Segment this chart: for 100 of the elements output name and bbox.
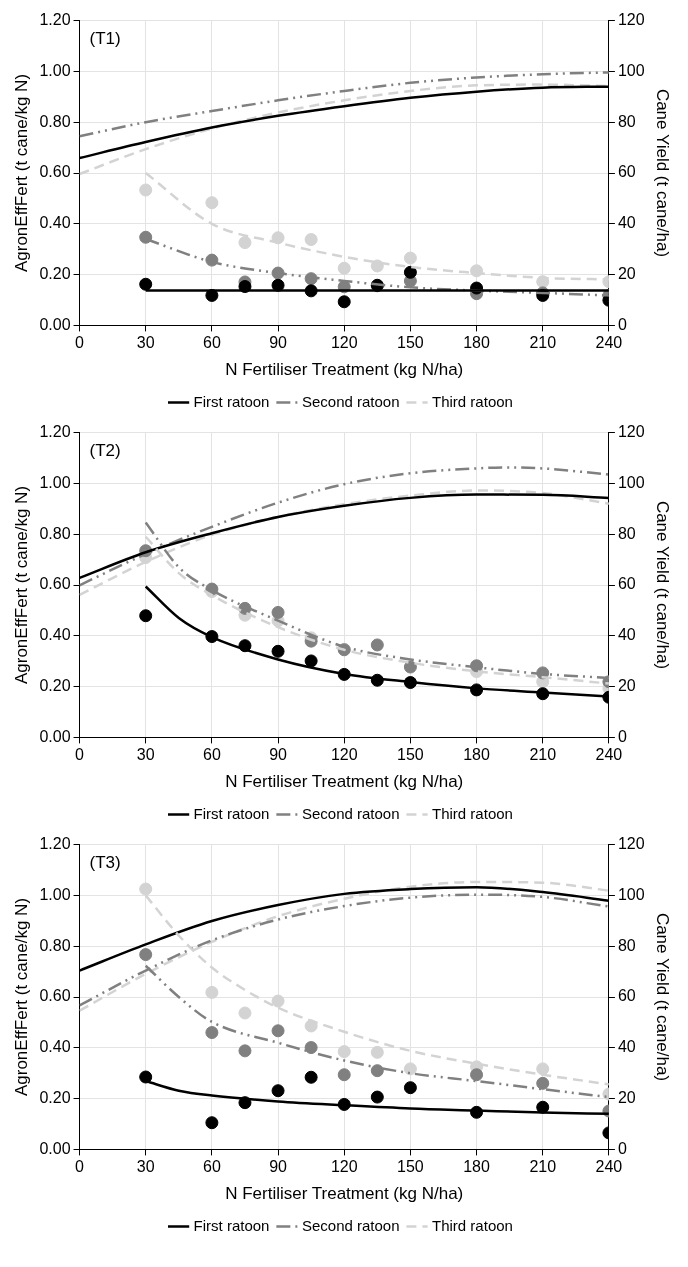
point <box>370 1064 384 1078</box>
x-tick-label: 30 <box>136 334 155 352</box>
y-tick-label: 0.80 <box>39 524 71 542</box>
point <box>139 609 153 623</box>
point <box>205 985 219 999</box>
x-tick-label: 210 <box>529 334 557 352</box>
point <box>304 1070 318 1084</box>
point <box>337 1068 351 1082</box>
y2-tick-label: 40 <box>617 214 636 232</box>
point <box>139 230 153 244</box>
y2-tick-label: 120 <box>617 11 645 29</box>
x-tick-label: 150 <box>397 1158 424 1176</box>
point <box>139 882 153 896</box>
x-tick-label: 60 <box>202 746 221 764</box>
point <box>403 660 417 674</box>
x-tick-label: 240 <box>595 746 623 764</box>
x-tick-label: 120 <box>330 334 358 352</box>
point <box>139 183 153 197</box>
x-axis-title: N Fertiliser Treatment (kg N/ha) <box>225 360 464 380</box>
y2-tick-label: 40 <box>617 1038 636 1056</box>
x-tick-label: 0 <box>75 334 85 352</box>
y2-tick-label: 80 <box>617 936 636 954</box>
x-tick-label: 180 <box>463 746 491 764</box>
point <box>370 1045 384 1059</box>
y2-tick-label: 120 <box>617 423 645 441</box>
point <box>271 994 285 1008</box>
point <box>271 1084 285 1098</box>
x-tick-label: 60 <box>202 334 221 352</box>
x-tick-label: 180 <box>463 334 491 352</box>
y2-tick-label: 0 <box>617 1139 627 1157</box>
point <box>370 259 384 273</box>
x-tick-label: 90 <box>269 746 288 764</box>
point <box>403 1062 417 1076</box>
legend-label: Third ratoon <box>432 392 513 410</box>
y-tick-label: 1.00 <box>39 885 71 903</box>
point <box>139 948 153 962</box>
line-series <box>79 466 609 587</box>
annotation: (T2) <box>89 440 121 460</box>
y-tick-label: 0.80 <box>39 936 71 954</box>
x-tick-label: 0 <box>75 1158 85 1176</box>
y2-tick-label: 120 <box>617 835 645 853</box>
y-tick-label: 1.20 <box>39 835 71 853</box>
point <box>403 1081 417 1095</box>
y-tick-label: 0.60 <box>39 163 71 181</box>
point <box>139 277 153 291</box>
point <box>271 644 285 658</box>
legend-label: Second ratoon <box>301 392 400 410</box>
y-tick-label: 0.00 <box>39 1139 71 1157</box>
y2-tick-label: 60 <box>617 987 636 1005</box>
x-axis-title: N Fertiliser Treatment (kg N/ha) <box>225 1184 464 1204</box>
y-tick-label: 1.00 <box>39 473 71 491</box>
y-tick-label: 0.40 <box>39 626 71 644</box>
y2-tick-label: 100 <box>617 61 645 79</box>
point <box>304 233 318 247</box>
x-tick-label: 150 <box>397 746 424 764</box>
y2-tick-label: 20 <box>617 1089 636 1107</box>
annotation: (T3) <box>89 852 121 872</box>
y2-tick-label: 80 <box>617 524 636 542</box>
y-tick-label: 1.00 <box>39 61 71 79</box>
legend-label: Second ratoon <box>301 804 400 822</box>
point <box>238 1006 252 1020</box>
point <box>370 638 384 652</box>
y-tick-label: 1.20 <box>39 423 71 441</box>
y2-tick-label: 60 <box>617 575 636 593</box>
y-tick-label: 0.60 <box>39 575 71 593</box>
x-tick-label: 210 <box>529 746 557 764</box>
point <box>470 1068 484 1082</box>
x-tick-label: 150 <box>397 334 424 352</box>
x-tick-label: 90 <box>269 1158 288 1176</box>
y2-tick-label: 20 <box>617 265 636 283</box>
point <box>238 236 252 250</box>
y2-tick-label: 100 <box>617 885 645 903</box>
point <box>536 1076 550 1090</box>
point <box>271 605 285 619</box>
legend-label: Second ratoon <box>301 1216 400 1234</box>
x-tick-label: 90 <box>269 334 288 352</box>
y2-axis-title: Cane Yield (t cane/ha) <box>653 912 673 1082</box>
x-tick-label: 30 <box>136 746 155 764</box>
y-tick-label: 1.20 <box>39 11 71 29</box>
point <box>238 1044 252 1058</box>
point <box>205 196 219 210</box>
x-tick-label: 180 <box>463 1158 491 1176</box>
point <box>337 1045 351 1059</box>
y-tick-label: 0.60 <box>39 987 71 1005</box>
y2-tick-label: 40 <box>617 626 636 644</box>
point <box>304 1041 318 1055</box>
legend-label: Third ratoon <box>432 1216 513 1234</box>
x-tick-label: 120 <box>330 746 358 764</box>
point <box>536 1062 550 1076</box>
y2-tick-label: 0 <box>617 315 627 333</box>
y-tick-label: 0.20 <box>39 1089 71 1107</box>
point <box>139 1070 153 1084</box>
y-tick-label: 0.40 <box>39 214 71 232</box>
y-tick-label: 0.40 <box>39 1038 71 1056</box>
point <box>370 1090 384 1104</box>
point <box>205 1026 219 1040</box>
y2-tick-label: 0 <box>617 727 627 745</box>
legend-label: First ratoon <box>193 1216 270 1234</box>
y-tick-label: 0.80 <box>39 112 71 130</box>
x-tick-label: 120 <box>330 1158 358 1176</box>
